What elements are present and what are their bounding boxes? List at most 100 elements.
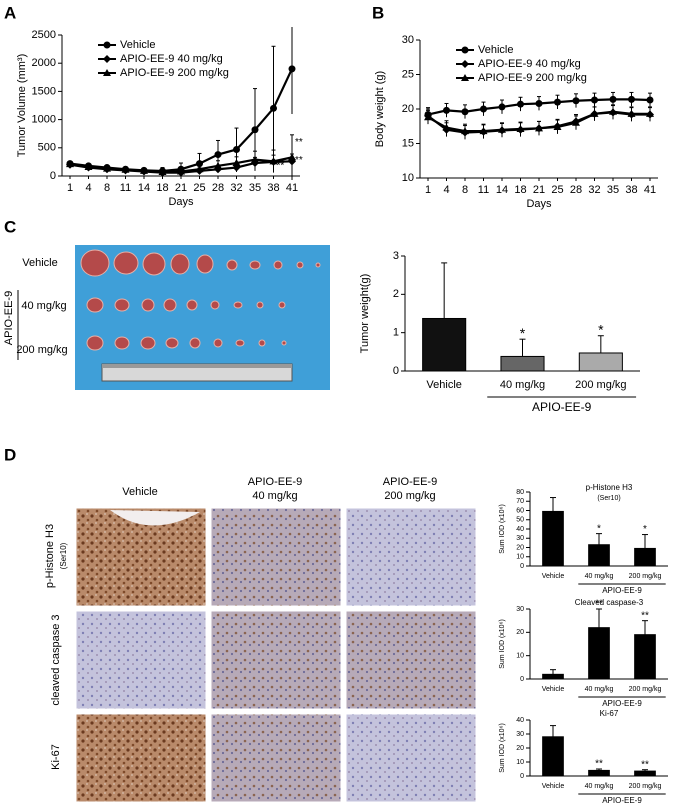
legend-label: APIO-EE-9 200 mg/kg: [478, 72, 587, 84]
annotation: **: [295, 155, 303, 166]
marker: [66, 160, 74, 168]
x-tick-label: Vehicle: [542, 686, 565, 693]
bar: [634, 547, 656, 567]
y-tick-label: 20: [516, 745, 524, 752]
x-tick-label: Vehicle: [542, 783, 565, 790]
marker: [646, 109, 654, 117]
legend-label: APIO-EE-9 40 mg/kg: [478, 58, 581, 70]
marker: [572, 118, 580, 126]
x-tick-label: 25: [551, 184, 563, 196]
marker: [103, 69, 111, 76]
bar: [588, 769, 610, 777]
series: [424, 104, 654, 138]
x-tick-label: 11: [478, 184, 489, 196]
series-line: [69, 68, 293, 173]
x-tick-label: 28: [212, 182, 224, 194]
annotation: **: [641, 759, 649, 770]
y-tick-label: 30: [516, 731, 524, 738]
marker: [590, 109, 599, 117]
chart-title: Ki-67: [600, 709, 619, 718]
y-tick-label: 50: [516, 517, 524, 524]
marker: [461, 127, 469, 135]
series: [66, 27, 296, 176]
marker: [554, 98, 561, 106]
annotation: *: [598, 321, 604, 337]
marker: [121, 165, 130, 173]
bar: [500, 355, 545, 372]
bar: [634, 770, 656, 777]
x-tick-label: 21: [533, 184, 545, 196]
y-tick-label: 1000: [32, 114, 56, 126]
group-label: APIO-EE-9: [3, 291, 15, 345]
y-tick-label: 25: [402, 68, 414, 80]
annotation: **: [295, 137, 303, 148]
legend-label: APIO-EE-9 40 mg/kg: [120, 53, 223, 65]
x-axis-label: Days: [526, 198, 552, 210]
y-tick-label: 40: [516, 526, 524, 533]
row-label: (Ser10): [59, 542, 68, 569]
y-tick-label: 80: [516, 489, 524, 496]
marker: [103, 164, 111, 172]
bar: [422, 317, 467, 372]
marker: [270, 104, 277, 112]
annotation: *: [643, 524, 647, 535]
marker: [103, 41, 111, 49]
chart-subtitle: (Ser10): [597, 495, 620, 502]
y-tick-label: 2000: [32, 57, 56, 69]
series: [66, 134, 296, 180]
marker: [535, 124, 543, 132]
marker: [591, 96, 598, 104]
x-tick-label: 21: [175, 182, 187, 194]
x-tick-label: 8: [462, 184, 468, 196]
bar: [588, 627, 610, 680]
y-tick-label: 40: [516, 717, 524, 724]
marker: [461, 74, 469, 81]
row-label: 40 mg/kg: [21, 300, 66, 312]
marker: [516, 125, 525, 133]
marker: [479, 127, 488, 135]
x-tick-label: 18: [514, 184, 526, 196]
x-tick-label: 200 mg/kg: [629, 573, 662, 580]
marker: [461, 60, 469, 68]
micrographs: [75, 507, 477, 803]
row-label: Vehicle: [22, 257, 57, 269]
marker: [609, 95, 617, 103]
y-tick-label: 1500: [32, 85, 56, 97]
x-tick-label: 25: [193, 182, 205, 194]
marker: [627, 109, 636, 117]
marker: [177, 167, 185, 175]
marker: [480, 105, 487, 113]
x-tick-label: 41: [644, 184, 656, 196]
marker: [214, 161, 222, 169]
y-tick-label: 60: [516, 507, 524, 514]
legend-label: Vehicle: [478, 44, 513, 56]
chart-title: Cleaved caspase-3: [575, 598, 644, 607]
marker: [609, 107, 617, 115]
y-tick-label: 20: [402, 103, 414, 115]
y-tick-label: 10: [516, 554, 524, 561]
marker: [269, 157, 278, 165]
marker: [628, 95, 635, 103]
marker: [461, 46, 469, 54]
chart-title: p-Histone H3: [586, 483, 633, 492]
marker: [140, 166, 148, 174]
marker: [214, 151, 222, 159]
y-tick-label: 10: [516, 653, 524, 660]
marker: [461, 108, 469, 116]
group-label: APIO-EE-9: [532, 400, 592, 414]
marker: [498, 103, 506, 111]
y-tick-label: 2500: [32, 29, 56, 41]
marker: [553, 122, 562, 130]
marker: [84, 162, 93, 170]
annotation: *: [520, 325, 526, 341]
y-tick-label: 20: [516, 629, 524, 636]
row-label: 200 mg/kg: [16, 344, 67, 356]
y-tick-label: 70: [516, 498, 524, 505]
marker: [251, 126, 259, 134]
annotation: **: [595, 599, 603, 610]
marker: [232, 159, 241, 167]
row-label: Ki-67: [50, 744, 62, 770]
x-tick-label: 1: [425, 184, 431, 196]
annotation: *: [597, 523, 601, 534]
panel-letter: A: [4, 3, 16, 22]
